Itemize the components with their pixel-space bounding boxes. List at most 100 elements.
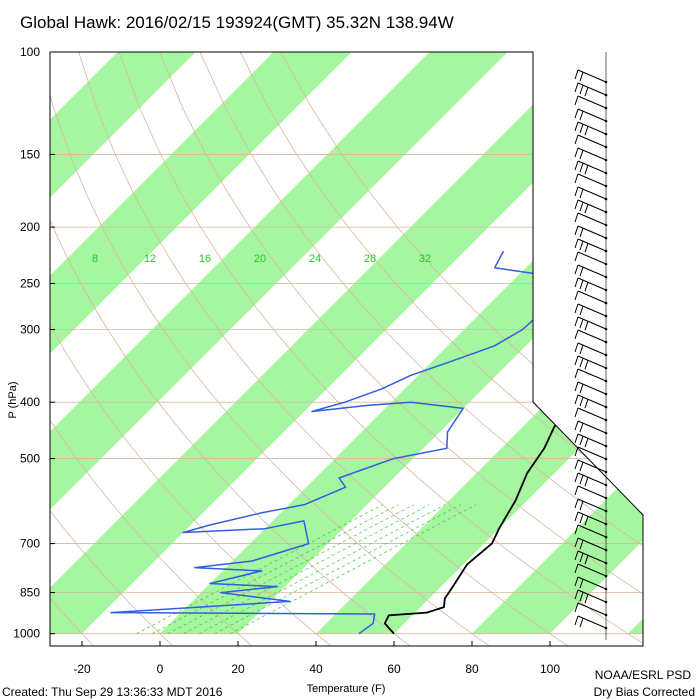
barb-flag xyxy=(574,381,579,392)
dry-adiabat xyxy=(118,52,643,646)
wind-barb xyxy=(574,186,608,201)
mixing-ratio-lines xyxy=(136,504,477,634)
barb-flag xyxy=(579,279,584,290)
barb-dot xyxy=(604,275,608,279)
mixing-ratio-label: 12 xyxy=(144,253,156,265)
barb-staff xyxy=(577,95,607,109)
barb-flag xyxy=(579,305,584,316)
y-tick-label: 250 xyxy=(20,276,40,290)
wind-barb xyxy=(574,134,608,149)
wind-barb xyxy=(574,550,608,565)
barb-flag xyxy=(584,165,589,175)
barb-flag xyxy=(574,615,579,626)
dry-adiabat xyxy=(50,52,490,646)
barb-dot xyxy=(604,574,608,578)
barb-dot xyxy=(604,431,608,435)
barb-flag xyxy=(574,485,579,496)
barb-dot xyxy=(604,158,608,162)
y-tick-label: 100 xyxy=(20,45,40,59)
barb-staff xyxy=(577,524,607,538)
temp-band xyxy=(0,0,2,634)
barb-dot xyxy=(604,262,608,266)
barb-dot xyxy=(604,418,608,422)
barb-dot xyxy=(604,340,608,344)
x-tick-label: 100 xyxy=(540,662,560,676)
barb-flag xyxy=(574,459,579,470)
wind-barb xyxy=(574,238,608,253)
barb-flag xyxy=(574,290,579,301)
wind-barb xyxy=(574,69,608,84)
x-tick-label: 40 xyxy=(309,662,323,676)
wind-barb xyxy=(574,498,608,513)
barb-flag xyxy=(574,329,579,340)
barb-staff xyxy=(577,563,607,577)
barb-flag xyxy=(574,160,579,171)
barb-flag xyxy=(579,578,584,589)
barb-dot xyxy=(604,93,608,97)
barb-dot xyxy=(604,444,608,448)
barb-dot xyxy=(604,483,608,487)
barb-staff xyxy=(577,251,607,265)
source-line-1: NOAA/ESRL PSD xyxy=(595,668,692,682)
barb-flag xyxy=(584,438,589,448)
barb-flag xyxy=(574,199,579,210)
wind-barb xyxy=(574,290,608,305)
barb-dot xyxy=(604,587,608,591)
mixing-ratio-line xyxy=(152,504,399,634)
barb-flag xyxy=(574,524,579,535)
temp-band xyxy=(50,52,314,634)
barb-flag xyxy=(579,383,584,394)
barb-dot xyxy=(604,236,608,240)
wind-barb xyxy=(574,199,608,214)
barb-flag xyxy=(574,82,579,93)
dry-adiabat xyxy=(159,52,643,646)
wind-barbs xyxy=(574,52,608,640)
barb-dot xyxy=(604,392,608,396)
barb-dot xyxy=(604,314,608,318)
dry-adiabat xyxy=(50,52,95,646)
barb-flag xyxy=(574,576,579,587)
barb-flag xyxy=(579,110,584,121)
barb-flag xyxy=(574,420,579,431)
barb-dot xyxy=(604,548,608,552)
y-axis-ticks: 100 150 200 250 300 400 500 700 850 1000 xyxy=(13,45,55,641)
barb-flag xyxy=(579,422,584,433)
barb-staff xyxy=(577,173,607,187)
barb-dot xyxy=(604,509,608,513)
barb-dot xyxy=(604,145,608,149)
mixing-ratio-labels: 8 12 16 20 24 28 32 xyxy=(92,253,431,265)
barb-dot xyxy=(604,327,608,331)
barb-flag xyxy=(574,537,579,548)
x-tick-label: -20 xyxy=(73,662,91,676)
barb-flag xyxy=(579,552,584,563)
wind-barb xyxy=(574,160,608,175)
barb-dot xyxy=(604,626,608,630)
barb-flag xyxy=(579,357,584,368)
barb-flag xyxy=(579,240,584,251)
barb-flag xyxy=(579,435,584,446)
y-tick-label: 1000 xyxy=(13,627,40,641)
barb-dot xyxy=(604,613,608,617)
barb-dot xyxy=(604,106,608,110)
barb-flag xyxy=(574,446,579,457)
wind-barb xyxy=(574,355,608,370)
wind-barb xyxy=(574,433,608,448)
source-line-2: Dry Bias Corrected xyxy=(594,685,695,699)
barb-flag xyxy=(579,149,584,160)
barb-staff xyxy=(577,407,607,421)
barb-flag xyxy=(584,360,589,370)
temperature-bands xyxy=(0,0,643,634)
mixing-ratio-line xyxy=(136,504,383,634)
created-timestamp: Created: Thu Sep 29 13:36:33 MDT 2016 xyxy=(2,685,223,699)
barb-flag xyxy=(584,126,589,136)
barb-flag xyxy=(574,407,579,418)
mixing-ratio-label: 28 xyxy=(364,253,376,265)
barb-staff xyxy=(577,368,607,382)
barb-dot xyxy=(604,197,608,201)
plot-area xyxy=(0,0,643,646)
barb-flag xyxy=(579,188,584,199)
barb-flag xyxy=(574,134,579,145)
wind-barb xyxy=(574,264,608,279)
wind-barb xyxy=(574,225,608,240)
